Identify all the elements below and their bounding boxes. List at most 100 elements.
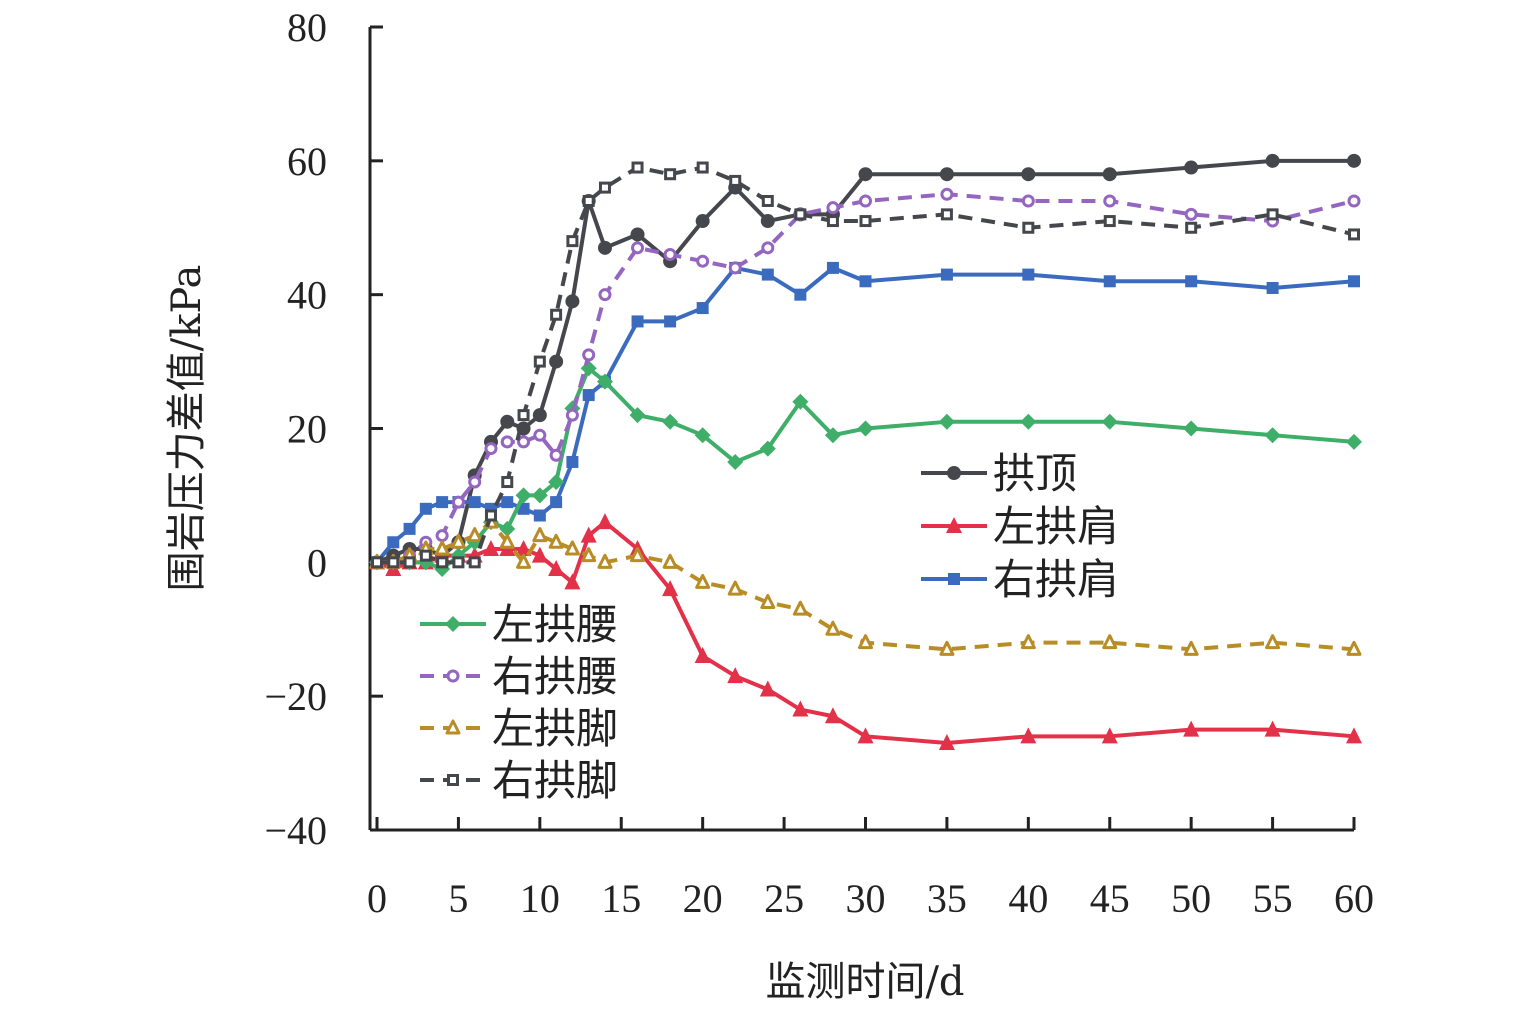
- legend-item: 右拱腰: [420, 652, 618, 701]
- data-point: [1348, 228, 1360, 241]
- data-point: [468, 556, 481, 569]
- data-point: [631, 241, 645, 255]
- data-point: [663, 248, 677, 262]
- data-point: [531, 546, 548, 563]
- data-point: [939, 167, 954, 182]
- data-point: [1102, 634, 1118, 650]
- data-point: [565, 294, 580, 309]
- data-point: [1022, 268, 1035, 281]
- data-point: [532, 408, 547, 423]
- data-point: [550, 308, 563, 321]
- data-point: [436, 556, 449, 569]
- legend-label: 右拱腰: [492, 652, 618, 701]
- y-tick-label: 0: [307, 540, 327, 585]
- data-point: [759, 680, 776, 697]
- data-point: [501, 476, 514, 489]
- data-point: [794, 208, 807, 221]
- legend-label: 左拱肩: [993, 502, 1119, 551]
- data-point: [517, 409, 530, 422]
- legend-label: 左拱腰: [492, 600, 618, 649]
- x-tick-label: 30: [846, 876, 886, 921]
- data-point: [1103, 275, 1116, 288]
- data-point: [857, 420, 874, 437]
- data-point: [859, 194, 872, 208]
- data-point: [566, 455, 579, 468]
- data-point: [566, 235, 579, 248]
- data-point: [533, 428, 547, 442]
- data-point: [434, 540, 450, 556]
- data-point: [436, 496, 449, 509]
- data-point: [940, 208, 953, 221]
- x-tick-label: 35: [927, 876, 967, 921]
- data-point: [729, 174, 742, 187]
- legend-marker-icon: [445, 719, 461, 735]
- legend-item: 左拱腰: [420, 600, 618, 649]
- data-point: [1103, 194, 1117, 208]
- data-point: [548, 533, 564, 549]
- data-point: [450, 533, 466, 549]
- data-point: [582, 194, 595, 207]
- data-point: [1346, 727, 1362, 744]
- x-tick-label: 5: [448, 876, 468, 921]
- data-point: [467, 527, 483, 543]
- y-tick-label: −40: [264, 808, 327, 853]
- data-point: [630, 547, 646, 563]
- data-point: [517, 435, 531, 449]
- data-point: [581, 547, 597, 563]
- data-point: [484, 442, 498, 456]
- data-point: [549, 448, 563, 462]
- data-point: [664, 315, 677, 328]
- data-point: [859, 275, 872, 288]
- legend-marker-icon: [446, 669, 460, 683]
- data-point: [598, 288, 612, 302]
- data-point: [1347, 153, 1361, 168]
- data-point: [631, 161, 644, 174]
- data-point: [564, 573, 581, 590]
- data-point: [1021, 194, 1035, 208]
- x-tick-label: 50: [1171, 876, 1211, 921]
- data-point: [468, 496, 481, 509]
- data-point: [630, 227, 645, 242]
- data-point: [1020, 727, 1037, 744]
- data-point: [1021, 167, 1036, 182]
- y-tick-label: 40: [287, 273, 327, 318]
- data-point: [939, 640, 955, 656]
- data-point: [1022, 221, 1035, 234]
- y-tick-label: 80: [287, 5, 327, 50]
- data-point: [728, 261, 742, 275]
- data-point: [532, 527, 548, 543]
- x-tick-label: 25: [764, 876, 804, 921]
- legend-item: 左拱脚: [420, 704, 618, 753]
- tick-labels: −40 −20 0 20 40 60 80 0 5 10 15 20 25 30 35 40 45 50 55 60: [264, 5, 1374, 921]
- data-point: [1103, 215, 1116, 228]
- y-axis-label: 围岩压力差值/kPa: [164, 265, 210, 592]
- data-point: [501, 496, 514, 509]
- data-point: [695, 214, 710, 229]
- data-point: [1183, 640, 1199, 656]
- data-point: [824, 427, 841, 444]
- data-point: [1266, 281, 1279, 294]
- data-point: [549, 354, 564, 369]
- data-point: [694, 647, 711, 664]
- data-point: [858, 634, 873, 650]
- data-point: [515, 487, 532, 504]
- data-point: [451, 495, 465, 509]
- data-point: [1183, 420, 1200, 437]
- series-7: [371, 161, 1360, 569]
- data-point: [1184, 160, 1199, 175]
- data-point: [596, 513, 613, 530]
- data-point: [1264, 720, 1281, 737]
- data-point: [629, 407, 646, 424]
- series-5: [370, 187, 1361, 569]
- data-point: [760, 593, 776, 609]
- data-point: [596, 373, 613, 390]
- data-point: [696, 254, 710, 268]
- data-point: [500, 435, 514, 449]
- data-point: [857, 727, 874, 744]
- data-point: [759, 440, 776, 457]
- data-point: [1102, 167, 1117, 182]
- data-point: [1265, 634, 1281, 650]
- data-point: [938, 734, 955, 751]
- data-point: [597, 553, 613, 569]
- data-point: [1101, 413, 1118, 430]
